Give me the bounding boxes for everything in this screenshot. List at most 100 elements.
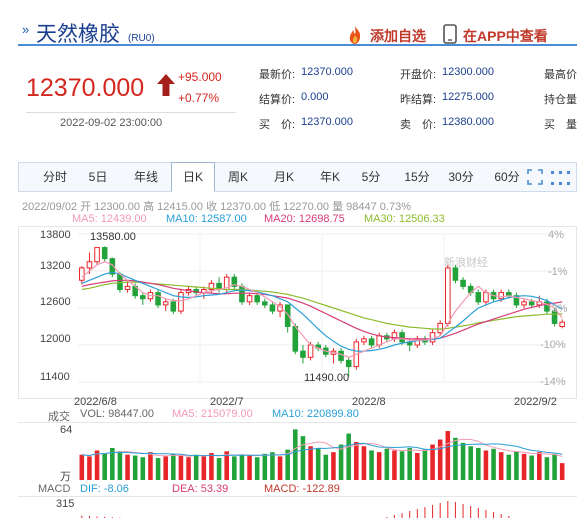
more-dots-icon[interactable] bbox=[551, 171, 571, 190]
candle-body bbox=[79, 267, 85, 281]
quote-label: 买 量 bbox=[544, 119, 577, 131]
candle-body bbox=[521, 301, 527, 306]
volume-ma-line bbox=[81, 438, 563, 457]
volume-bar bbox=[399, 451, 405, 480]
ma20-line bbox=[81, 279, 563, 340]
pct-tick: -1% bbox=[548, 266, 568, 278]
volume-bar bbox=[163, 456, 168, 480]
macd-value: MACD: -122.89 bbox=[264, 483, 340, 495]
candle-body bbox=[368, 338, 375, 346]
volume-bar bbox=[445, 431, 451, 480]
volume-bar bbox=[117, 451, 123, 480]
quote-value: 12275.000 bbox=[442, 91, 494, 103]
tab-30min[interactable]: 30分 bbox=[448, 170, 474, 184]
kline-chart[interactable] bbox=[18, 226, 577, 406]
candle-body bbox=[239, 285, 245, 303]
volume-bar bbox=[491, 448, 496, 480]
tab-yearly-k[interactable]: 年K bbox=[319, 170, 340, 184]
phone-icon[interactable] bbox=[443, 24, 457, 49]
candle-body bbox=[483, 292, 489, 303]
tab-intraday[interactable]: 分时 bbox=[42, 170, 67, 184]
volume-bar bbox=[354, 442, 359, 480]
quote-label: 开盘价: bbox=[400, 69, 437, 81]
fire-icon[interactable] bbox=[345, 25, 365, 50]
fullscreen-icon[interactable] bbox=[527, 169, 543, 190]
volume-bar bbox=[94, 450, 100, 480]
ma5-label: MA5: 12439.00 bbox=[72, 213, 147, 225]
volume-bar bbox=[415, 453, 420, 480]
low-annotation: 11490.00 bbox=[304, 372, 350, 384]
y-tick: 12600 bbox=[40, 296, 71, 308]
candle-body bbox=[254, 295, 260, 303]
candle-body bbox=[292, 326, 299, 352]
volume-bar bbox=[529, 455, 534, 480]
volume-bar bbox=[483, 450, 489, 480]
y-tick: 12000 bbox=[40, 333, 71, 345]
pct-tick: 4% bbox=[548, 229, 564, 241]
vol-ma5: MA5: 215079.00 bbox=[172, 408, 253, 420]
price-change-percent: +0.77% bbox=[178, 91, 220, 105]
y-tick: 13800 bbox=[40, 229, 71, 241]
candle-body bbox=[262, 301, 268, 306]
candle-body bbox=[178, 292, 184, 312]
volume-bar bbox=[323, 454, 329, 480]
candle-body bbox=[94, 247, 100, 263]
volume-bar bbox=[453, 437, 458, 480]
volume-bar bbox=[346, 433, 351, 480]
arrow-up-icon bbox=[156, 72, 176, 103]
volume-bar bbox=[407, 447, 412, 480]
volume-bar bbox=[155, 458, 161, 480]
quote-label: 买 价: bbox=[259, 119, 296, 131]
volume-bar bbox=[178, 455, 184, 480]
volume-chart[interactable] bbox=[18, 422, 577, 484]
candle-body bbox=[277, 304, 283, 312]
volume-bar bbox=[193, 454, 199, 480]
macd-chart[interactable] bbox=[18, 496, 577, 518]
volume-bar bbox=[430, 444, 435, 480]
volume-bar bbox=[376, 452, 382, 480]
volume-bar bbox=[537, 452, 542, 480]
volume-bar bbox=[277, 456, 283, 480]
y-tick: 13200 bbox=[40, 260, 71, 272]
volume-bar bbox=[209, 453, 214, 480]
candle-body bbox=[101, 247, 108, 260]
tab-15min[interactable]: 15分 bbox=[404, 170, 430, 184]
volume-bar bbox=[247, 455, 252, 480]
quote-label: 最高价 bbox=[544, 69, 577, 81]
candle-body bbox=[338, 350, 344, 361]
x-tick: 2022/9/2 bbox=[514, 396, 557, 408]
pct-tick: -3% bbox=[548, 303, 568, 315]
add-favorite-button[interactable]: 添加自选 bbox=[370, 28, 426, 44]
macd-title: MACD bbox=[38, 483, 71, 495]
vol-ma10: MA10: 220899.80 bbox=[272, 408, 359, 420]
tab-year-line[interactable]: 年线 bbox=[133, 170, 158, 184]
tab-5min[interactable]: 5分 bbox=[361, 170, 381, 184]
tab-60min[interactable]: 60分 bbox=[494, 170, 520, 184]
tab-monthly-k[interactable]: 月K bbox=[273, 170, 294, 184]
quote-value: 12370.000 bbox=[301, 116, 353, 128]
volume-bar bbox=[392, 450, 397, 480]
candle-body bbox=[399, 332, 405, 343]
volume-bar bbox=[476, 447, 481, 480]
volume-bar bbox=[232, 456, 237, 480]
candle-body bbox=[513, 295, 520, 306]
tab-daily-k[interactable]: 日K bbox=[171, 162, 215, 192]
open-app-button[interactable]: 在APP中查看 bbox=[463, 28, 548, 44]
ma5-line bbox=[81, 261, 563, 358]
volume-bar bbox=[293, 429, 298, 480]
tab-5day[interactable]: 5日 bbox=[88, 170, 108, 184]
volume-bar bbox=[338, 444, 344, 480]
volume-bar bbox=[239, 454, 245, 480]
volume-bar bbox=[300, 436, 306, 480]
candle-body bbox=[155, 292, 161, 306]
volume-bar bbox=[559, 463, 565, 480]
ma20-label: MA20: 12698.75 bbox=[264, 213, 345, 225]
quote-value: 12380.000 bbox=[442, 116, 494, 128]
volume-bar bbox=[102, 453, 107, 480]
tab-weekly-k[interactable]: 周K bbox=[227, 170, 248, 184]
quote-value: 12300.000 bbox=[442, 66, 494, 78]
candle-body bbox=[231, 276, 238, 287]
volume-bar bbox=[254, 457, 260, 480]
candle-body bbox=[361, 338, 367, 343]
candle-body bbox=[170, 301, 177, 312]
